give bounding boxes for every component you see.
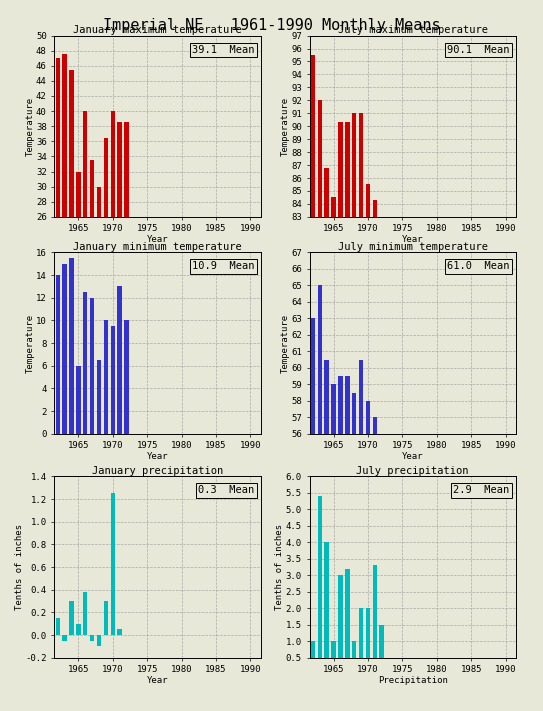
Bar [366,401,370,434]
Bar [90,635,94,641]
Y-axis label: Temperature: Temperature [26,314,35,373]
Bar [304,61,308,217]
Bar [111,326,115,434]
Bar [83,111,87,217]
Bar [352,392,356,434]
Bar [83,292,87,434]
Bar [117,287,122,434]
X-axis label: Year: Year [147,235,168,244]
Bar [352,641,356,658]
X-axis label: Precipitation: Precipitation [378,675,447,685]
Title: July maximum temperature: July maximum temperature [338,25,488,35]
Bar [124,122,129,217]
Bar [117,629,122,635]
Bar [49,589,53,635]
Y-axis label: Tenths of inches: Tenths of inches [15,524,24,610]
Bar [345,122,350,217]
Bar [325,542,329,658]
Bar [70,258,74,434]
Title: July minimum temperature: July minimum temperature [338,242,488,252]
Y-axis label: Temperature: Temperature [26,97,35,156]
Bar [311,55,315,217]
X-axis label: Year: Year [147,675,168,685]
Bar [76,171,80,217]
Text: 39.1  Mean: 39.1 Mean [192,45,255,55]
Bar [62,55,67,217]
Bar [117,122,122,217]
Bar [359,113,363,217]
X-axis label: Year: Year [147,451,168,461]
Bar [70,601,74,635]
Bar [372,200,377,217]
Bar [62,635,67,641]
Bar [104,601,108,635]
Bar [76,365,80,434]
Y-axis label: Temperature: Temperature [281,97,290,156]
Bar [311,641,315,658]
Bar [83,592,87,635]
Bar [331,198,336,217]
Text: 2.9  Mean: 2.9 Mean [453,486,510,496]
Bar [325,168,329,217]
Bar [345,376,350,434]
Title: January precipitation: January precipitation [92,466,223,476]
Text: 61.0  Mean: 61.0 Mean [447,262,510,272]
X-axis label: Year: Year [402,235,424,244]
Bar [352,113,356,217]
X-axis label: Year: Year [402,451,424,461]
Bar [338,122,343,217]
Bar [304,575,308,658]
Title: January minimum temperature: January minimum temperature [73,242,242,252]
Bar [318,285,322,434]
Bar [318,100,322,217]
Bar [49,405,53,434]
Bar [372,417,377,434]
Bar [345,569,350,658]
Title: July precipitation: July precipitation [356,466,469,476]
Text: Imperial NE   1961-1990 Monthly Means: Imperial NE 1961-1990 Monthly Means [103,18,440,33]
Bar [62,264,67,434]
Y-axis label: Tenths of inches: Tenths of inches [275,524,285,610]
Bar [331,641,336,658]
Bar [304,319,308,434]
Bar [338,376,343,434]
Bar [338,575,343,658]
Bar [97,187,101,217]
Bar [70,70,74,217]
Text: 0.3  Mean: 0.3 Mean [198,486,255,496]
Bar [55,618,60,635]
Bar [331,384,336,434]
Bar [366,184,370,217]
Bar [104,321,108,434]
Bar [318,496,322,658]
Bar [366,608,370,658]
Text: 90.1  Mean: 90.1 Mean [447,45,510,55]
Bar [55,275,60,434]
Title: January maximum temperature: January maximum temperature [73,25,242,35]
Bar [111,111,115,217]
Bar [372,565,377,658]
Bar [49,198,53,217]
Bar [97,635,101,646]
Text: 10.9  Mean: 10.9 Mean [192,262,255,272]
Bar [104,137,108,217]
Bar [380,625,384,658]
Bar [90,298,94,434]
Bar [359,608,363,658]
Bar [97,360,101,434]
Bar [76,624,80,635]
Bar [124,321,129,434]
Bar [311,319,315,434]
Bar [90,160,94,217]
Bar [325,360,329,434]
Bar [55,58,60,217]
Bar [111,493,115,635]
Bar [359,360,363,434]
Y-axis label: Temperature: Temperature [281,314,290,373]
